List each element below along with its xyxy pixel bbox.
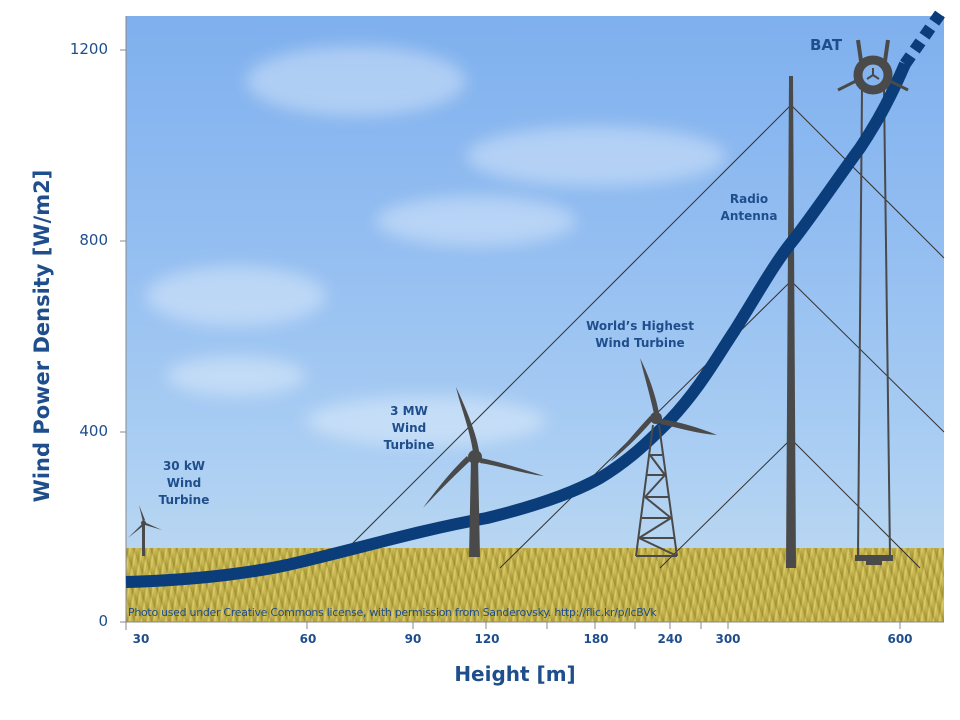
cloud [166,356,306,396]
x-tick-label: 180 [583,632,609,646]
x-tick-label: 60 [299,632,317,646]
guy-wire [339,105,791,557]
wheat-field [126,548,944,622]
y-tick-label: 800 [79,231,108,249]
x-axis-title: Height [m] [454,662,576,686]
annotation-bat: BAT [809,36,843,54]
y-tick-label: 400 [79,422,108,440]
highest-turbine-icon [610,358,717,557]
guy-wire [791,439,921,569]
small-turbine-icon [128,505,162,556]
power-density-curve [125,61,911,588]
x-tick-label: 240 [657,632,683,646]
plot-area [126,16,944,622]
y-tick-marks [120,49,126,623]
guy-wire [791,105,945,259]
annotation-highest-turbine: World’s Highest Wind Turbine [586,319,694,350]
photo-credit: Photo used under Creative Commons licens… [128,606,657,619]
y-axis-title: Wind Power Density [W/m2] [30,169,54,503]
annotation-3mw-turbine: 3 MW Wind Turbine [383,404,435,452]
cloud [466,126,726,186]
cloud [376,196,576,246]
bat-tether [883,89,891,557]
power-density-curve-extension [900,10,945,68]
3mw-turbine-icon [423,387,544,557]
x-tick-label: 600 [887,632,913,646]
x-tick-label: 90 [404,632,422,646]
cloud [306,396,546,446]
x-tick-label: 300 [715,632,741,646]
bat-tether [857,89,863,557]
annotation-30kw-turbine: 30 kW Wind Turbine [158,459,210,507]
y-tick-label: 1200 [69,40,108,58]
y-tick-label: 0 [98,612,108,630]
bat-base-station [855,555,893,561]
annotation-radio-antenna: Radio Antenna [720,192,778,223]
x-tick-marks [125,622,901,630]
guy-wire [659,439,791,569]
cloud [146,266,326,326]
bat-airborne-turbine-icon [837,39,909,95]
cloud [246,46,466,116]
x-tick-label: 120 [474,632,500,646]
guy-wire [791,281,945,433]
radio-antenna-icon [786,76,796,568]
x-tick-label: 30 [132,632,150,646]
